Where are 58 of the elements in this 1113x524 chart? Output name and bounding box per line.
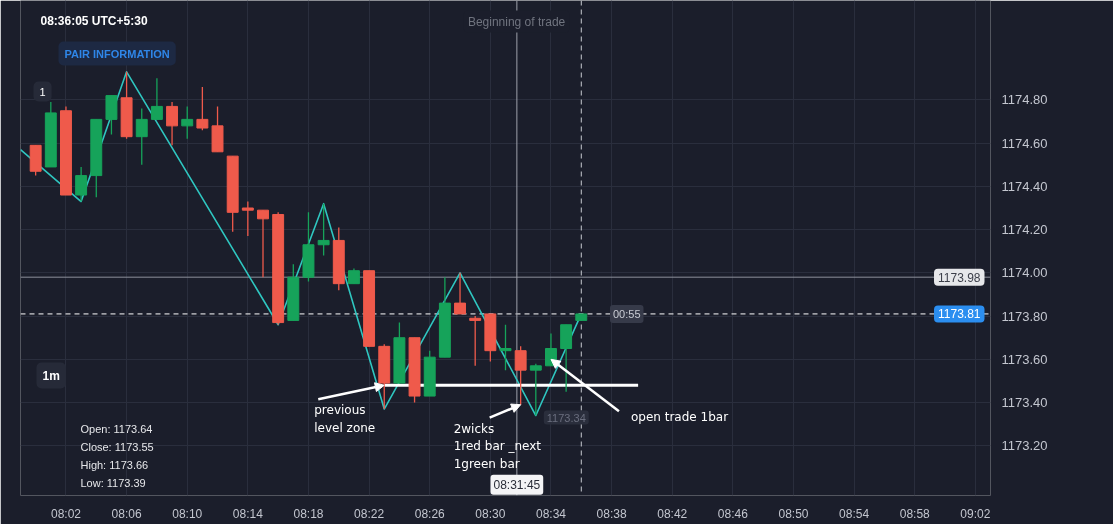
annotation: 1173.34 — [546, 411, 586, 424]
x-tick-label: 08:26 — [414, 506, 446, 521]
y-tick-label: 1173.80 — [1001, 308, 1048, 324]
annotation: PAIR INFORMATION — [64, 47, 170, 60]
y-tick-label: 1174.00 — [1001, 265, 1048, 281]
candlestick — [469, 315, 482, 367]
y-tick-label: 1173.20 — [1001, 438, 1048, 454]
candlestick — [75, 166, 88, 203]
y-tick-label: 1173.40 — [1001, 395, 1048, 411]
ref-line-label: 1173.98 — [938, 270, 981, 285]
annotation: open trade 1bar — [630, 410, 729, 425]
candlestick — [529, 362, 542, 417]
x-tick-label: 08:34 — [535, 506, 567, 521]
annotation: 1m — [42, 368, 60, 383]
x-tick-label: 08:42 — [657, 506, 688, 521]
ref-line-label: 1173.81 — [938, 307, 981, 322]
candlestick — [317, 203, 330, 257]
candlestick — [135, 107, 148, 166]
y-tick-label: 1174.20 — [1001, 222, 1048, 238]
candlestick — [150, 77, 163, 121]
candlestick — [454, 272, 466, 315]
ref-line-label: Beginning of trade — [467, 14, 566, 29]
annotation: Open: 1173.64 — [80, 422, 153, 435]
x-tick-label: 08:38 — [596, 506, 627, 521]
x-tick-label: 09:02 — [960, 506, 991, 521]
x-tick-label: 08:06 — [111, 506, 142, 521]
y-tick-label: 1173.60 — [1001, 351, 1048, 367]
x-tick-label: 08:58 — [899, 506, 931, 521]
x-tick-label: 08:10 — [172, 506, 203, 521]
candlestick — [241, 200, 254, 237]
x-tick-label: 08:54 — [839, 506, 870, 521]
annotation: 1 — [39, 85, 46, 98]
candlestick — [499, 324, 512, 371]
candlestick — [166, 101, 179, 146]
x-tick-label: 08:02 — [50, 506, 82, 521]
y-tick-label: 1174.40 — [1001, 178, 1048, 194]
y-tick-label: 1174.80 — [1001, 92, 1048, 108]
annotation: 00:55 — [612, 307, 641, 320]
candlestick — [105, 94, 118, 136]
candlestick — [560, 324, 573, 393]
x-tick-label: 08:46 — [717, 506, 749, 521]
x-tick-label: 08:50 — [778, 506, 809, 521]
annotation: previous level zone — [314, 403, 376, 435]
candlestick — [257, 209, 269, 278]
x-tick-label: 08:14 — [232, 506, 264, 521]
annotation: 08:36:05 UTC+5:30 — [40, 13, 148, 28]
annotation: 08:31:45 — [493, 477, 541, 492]
y-tick-label: 1174.60 — [1001, 135, 1048, 151]
annotation: High: 1173.66 — [80, 458, 149, 471]
x-tick-label: 08:30 — [475, 506, 506, 521]
annotation: 2wicks 1red bar _next 1green bar — [453, 421, 542, 471]
candlestick — [196, 86, 209, 131]
candlestick — [514, 345, 527, 406]
x-tick-label: 08:18 — [293, 506, 324, 521]
annotation: Low: 1173.39 — [80, 476, 146, 489]
annotation: Close: 1173.55 — [80, 440, 154, 453]
x-tick-label: 08:22 — [354, 506, 385, 521]
candlestick — [181, 105, 194, 140]
